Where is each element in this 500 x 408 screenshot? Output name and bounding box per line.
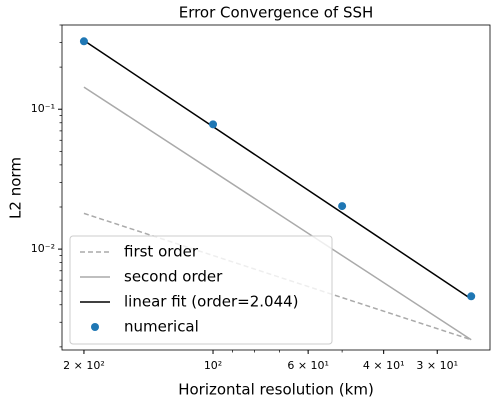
x-tick-label: 4 × 10¹ (363, 359, 405, 372)
y-tick-label: 10⁻² (31, 242, 55, 255)
legend-label: first order (124, 243, 199, 261)
legend-label: second order (124, 268, 223, 286)
data-point (467, 292, 476, 301)
plot-frame (61, 24, 491, 351)
legend-label: numerical (124, 318, 199, 336)
series-line (83, 39, 472, 300)
legend-label: linear fit (order=2.044) (124, 293, 299, 311)
legend-marker (91, 323, 99, 331)
data-point (209, 120, 218, 129)
chart-title: Error Convergence of SSH (179, 4, 374, 22)
y-axis-label: L2 norm (7, 157, 25, 219)
x-tick-label: 10² (204, 359, 222, 372)
data-point (338, 202, 347, 211)
data-point (79, 37, 88, 46)
x-tick-label: 6 × 10¹ (287, 359, 329, 372)
x-axis-label: Horizontal resolution (km) (178, 381, 374, 399)
x-tick-label: 3 × 10¹ (416, 359, 458, 372)
y-tick-label: 10⁻¹ (31, 102, 55, 115)
legend-box (69, 235, 333, 345)
x-tick-label: 2 × 10² (63, 359, 105, 372)
series-line (83, 86, 472, 341)
